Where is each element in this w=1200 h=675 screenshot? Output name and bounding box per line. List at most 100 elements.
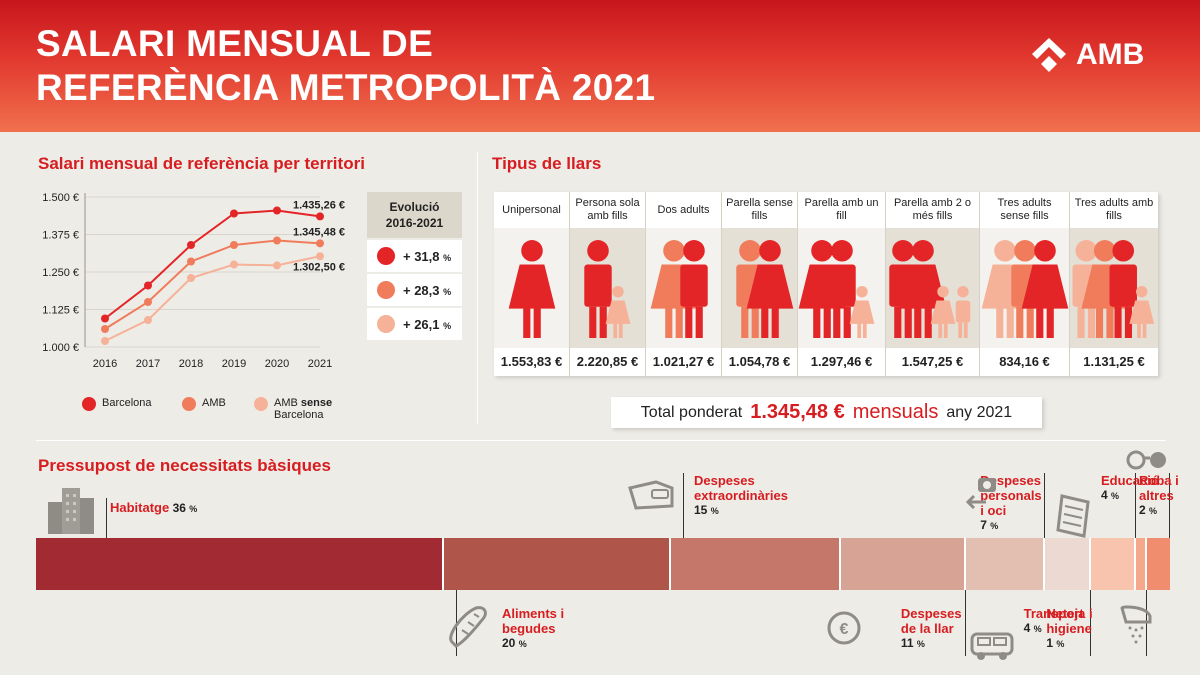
family-icon bbox=[650, 240, 708, 338]
household-label: Parella amb un fill bbox=[798, 192, 885, 228]
x-tick-label: 2020 bbox=[265, 358, 289, 370]
adult-male-icon bbox=[828, 240, 856, 338]
budget-section-title: Pressupost de necessitats bàsiques bbox=[38, 456, 331, 475]
budget-segment-roba-i-altres bbox=[1147, 538, 1170, 590]
title-line-2: REFERÈNCIA METROPOLITÀ 2021 bbox=[36, 67, 656, 108]
evolution-row: + 31,8 % bbox=[367, 240, 462, 272]
annotation-percent-number: 15 bbox=[694, 503, 711, 517]
adult-female-icon bbox=[605, 286, 631, 338]
adult-female-icon bbox=[508, 240, 556, 338]
annotation-percent-number: 11 bbox=[900, 636, 917, 650]
annotation-percent-number: 2 bbox=[1139, 503, 1150, 517]
svg-text:€: € bbox=[840, 621, 849, 638]
legend-label: Barcelona bbox=[102, 397, 152, 409]
annotation-percent-unit: % bbox=[189, 504, 198, 514]
annotation-transport: Transport 4 % bbox=[1024, 606, 1084, 637]
total-weighted-box: Total ponderat 1.345,48 € mensuals any 2… bbox=[611, 397, 1042, 428]
household-value: 834,16 € bbox=[980, 348, 1069, 376]
page-title: SALARI MENSUAL DE REFERÈNCIA METROPOLITÀ… bbox=[36, 22, 655, 110]
data-point-barcelona bbox=[144, 281, 152, 290]
car-icon bbox=[970, 632, 1014, 660]
family-icon bbox=[1072, 240, 1155, 338]
annotation-leader-line bbox=[964, 590, 966, 656]
adult-male-icon bbox=[680, 240, 708, 338]
annotation-percent-number: 7 bbox=[980, 518, 991, 532]
series-line-amb bbox=[104, 239, 321, 330]
legend-item-2: AMB bbox=[182, 397, 226, 411]
evolution-header: Evolució 2016-2021 bbox=[367, 192, 462, 238]
data-point-amb bbox=[144, 298, 152, 306]
x-tick-label: 2017 bbox=[136, 358, 160, 370]
annotation-percent-number: 36 bbox=[172, 501, 190, 515]
annotation-percent-number: 4 bbox=[1023, 621, 1034, 635]
data-point-barcelona bbox=[187, 241, 195, 249]
household-figures bbox=[494, 228, 569, 348]
evolution-value-unit: % bbox=[443, 286, 452, 297]
budget-segment-educacio bbox=[1090, 538, 1136, 590]
household-label: Dos adults bbox=[646, 192, 721, 228]
budget-segment-neteja-i-higiene bbox=[1135, 538, 1148, 590]
y-tick-label: 1.125 € bbox=[42, 305, 79, 317]
adult-female-icon bbox=[849, 286, 875, 338]
budget-segment-aliments-i-begudes bbox=[444, 538, 672, 590]
household-value: 1.131,25 € bbox=[1070, 348, 1158, 376]
line-chart: 1.000 € 1.125 € 1.250 € 1.375 € 1.500 € 2016 2… bbox=[42, 192, 345, 370]
household-value: 1.547,25 € bbox=[886, 348, 979, 376]
legend-dot bbox=[182, 397, 196, 411]
data-point-amb bbox=[101, 325, 109, 333]
total-suffix: any 2021 bbox=[946, 403, 1013, 421]
annotation-despeses-de-la-llar: Despeses de la llar 11 % bbox=[901, 606, 969, 652]
annotation-leader-line bbox=[1089, 590, 1091, 656]
households-table: Unipersonal 1.553,83 € Persona sola amb fi… bbox=[494, 192, 1158, 376]
annotation-despeses-extraordinaries: Despeses extraordinàries 15 % bbox=[694, 473, 814, 519]
annotation-percent: 2 % bbox=[1139, 503, 1157, 517]
annotation-percent: 4 % bbox=[1024, 621, 1042, 635]
annotation-leader-line bbox=[1044, 473, 1046, 538]
evolution-dot bbox=[377, 315, 395, 333]
adult-female-icon bbox=[1021, 240, 1069, 338]
data-point-amb-sense-barcelona bbox=[187, 274, 195, 282]
legend-label-line2: Barcelona bbox=[274, 409, 324, 421]
budget-bar bbox=[36, 538, 1170, 590]
territory-section-title: Salari mensual de referència per territo… bbox=[38, 154, 365, 173]
data-point-amb-sense-barcelona bbox=[316, 252, 324, 261]
legend-label-main: AMB bbox=[202, 397, 226, 409]
end-value-label: 1.435,26 € bbox=[293, 199, 345, 211]
logo-text: AMB bbox=[1076, 38, 1145, 71]
annotation-percent-unit: % bbox=[916, 639, 925, 649]
data-point-amb-sense-barcelona bbox=[230, 260, 238, 269]
household-tres-adults-amb-fills: Tres adults amb fills 1.131,25 € bbox=[1070, 192, 1158, 376]
household-tres-adults-sense-fills: Tres adults sense fills 834,16 € bbox=[980, 192, 1070, 376]
annotation-percent-unit: % bbox=[518, 639, 527, 649]
household-figures bbox=[646, 228, 721, 348]
notebook-icon bbox=[1056, 494, 1090, 538]
data-point-barcelona bbox=[273, 206, 281, 215]
budget-segment-despeses-personals-i-oci bbox=[965, 538, 1046, 590]
annotation-percent: 15 % bbox=[694, 503, 719, 517]
family-icon bbox=[508, 240, 556, 338]
household-figures bbox=[722, 228, 797, 348]
y-tick-label: 1.000 € bbox=[42, 342, 79, 354]
annotation-percent: 11 % bbox=[901, 636, 925, 650]
annotation-aliments-i-begudes: Aliments i begudes 20 % bbox=[502, 606, 582, 652]
amb-logo-icon bbox=[1032, 38, 1066, 72]
data-point-amb-sense-barcelona bbox=[144, 316, 152, 324]
household-parella-sense-fills: Parella sense fills 1.054,78 € bbox=[722, 192, 798, 376]
legend-label: AMB bbox=[202, 397, 226, 409]
legend-dot bbox=[82, 397, 96, 411]
household-label: Parella sense fills bbox=[722, 192, 797, 228]
annotation-percent-unit: % bbox=[1149, 506, 1158, 516]
household-label: Tres adults amb fills bbox=[1070, 192, 1158, 228]
annotation-label: Transport bbox=[1023, 606, 1084, 621]
annotation-percent-unit: % bbox=[990, 521, 999, 531]
euro-icon: € bbox=[827, 611, 861, 645]
annotation-label: Aliments i begudes bbox=[502, 606, 565, 636]
adult-female-icon bbox=[930, 286, 956, 338]
annotation-percent: 20 % bbox=[502, 636, 527, 650]
adult-male-icon bbox=[584, 240, 612, 338]
legend-item-3: AMB sense Barcelona bbox=[254, 397, 332, 421]
end-value-label: 1.302,50 € bbox=[293, 261, 345, 273]
household-persona-sola-amb-fills: Persona sola amb fills 2.220,85 € bbox=[570, 192, 646, 376]
household-value: 1.553,83 € bbox=[494, 348, 569, 376]
total-prefix: Total ponderat bbox=[640, 403, 743, 421]
